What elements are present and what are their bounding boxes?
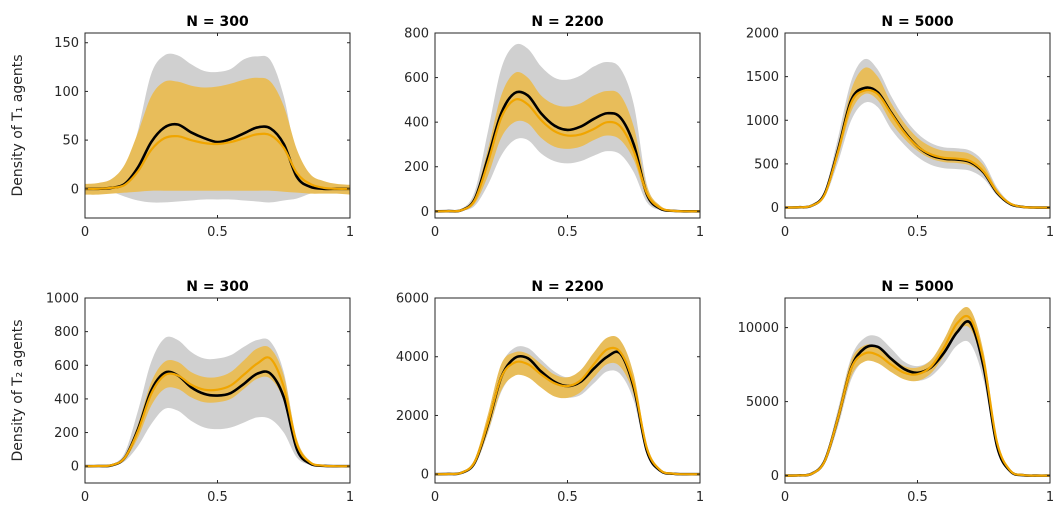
- model-band: [85, 77, 350, 195]
- x-tick-label: 1: [1046, 225, 1054, 240]
- x-tick-label: 0: [431, 490, 439, 505]
- x-tick-label: 1: [346, 490, 354, 505]
- y-tick-label: 800: [54, 325, 79, 340]
- x-tick-label: 0.5: [207, 225, 228, 240]
- y-tick-label: 50: [62, 134, 79, 149]
- y-tick-label: 500: [754, 157, 779, 172]
- simulation-mean-line: [85, 122, 350, 191]
- y-tick-label: 2000: [396, 409, 429, 424]
- x-tick-label: 1: [346, 225, 354, 240]
- model-band: [785, 307, 1050, 476]
- model-mean-line: [85, 132, 350, 190]
- y-tick-label: 600: [404, 71, 429, 86]
- x-tick-label: 0: [81, 490, 89, 505]
- subplot-title: N = 300: [186, 279, 249, 295]
- simulation-mean-line: [435, 350, 700, 476]
- y-tick-label: 100: [54, 85, 79, 100]
- simulation-band: [785, 58, 1050, 208]
- y-axis-label: Density of T₁ agents: [10, 55, 26, 197]
- x-tick-label: 0.5: [557, 490, 578, 505]
- x-tick-label: 0.5: [907, 490, 928, 505]
- y-tick-label: 1000: [746, 114, 779, 129]
- x-tick-label: 0: [81, 225, 89, 240]
- model-mean-line: [785, 88, 1050, 209]
- subplot-r2-c1: 0 0.5 1 0 200 400 600 800 1000 N = 300 Density of …: [10, 279, 354, 505]
- subplot-r1-c2: 0 0.5 1 0 200 400 600 800 N = 2200: [404, 14, 704, 240]
- model-mean-line: [435, 98, 700, 213]
- y-tick-label: 400: [54, 392, 79, 407]
- model-band: [435, 72, 700, 212]
- y-tick-label: 1500: [746, 70, 779, 85]
- x-tick-label: 1: [696, 225, 704, 240]
- model-mean-line: [435, 346, 700, 476]
- model-mean-line: [785, 314, 1050, 477]
- y-tick-label: 150: [54, 36, 79, 51]
- plot-area: [85, 336, 350, 468]
- y-tick-label: 1000: [46, 292, 79, 307]
- model-band: [85, 345, 350, 467]
- subplot-title: N = 5000: [881, 14, 953, 30]
- axes-frame: [784, 297, 1051, 484]
- x-tick-label: 1: [696, 490, 704, 505]
- x-tick-label: 1: [1046, 490, 1054, 505]
- y-tick-label: 200: [404, 160, 429, 175]
- x-tick-label: 0: [431, 225, 439, 240]
- y-tick-label: 800: [404, 27, 429, 42]
- subplot-r2-c3: 0 0.5 1 0 5000 10000 N = 5000: [738, 279, 1054, 505]
- y-tick-label: 0: [771, 469, 779, 484]
- y-tick-label: 0: [421, 468, 429, 483]
- plot-area: [85, 53, 350, 203]
- subplot-title: N = 2200: [531, 279, 603, 295]
- x-tick-label: 0: [781, 490, 789, 505]
- x-tick-label: 0.5: [207, 490, 228, 505]
- y-tick-label: 0: [71, 182, 79, 197]
- subplot-title: N = 5000: [881, 279, 953, 295]
- subplot-r1-c3: 0 0.5 1 0 500 1000 1500 2000 N = 5000: [746, 14, 1054, 240]
- y-tick-label: 10000: [738, 321, 779, 336]
- y-axis-label: Density of T₂ agents: [10, 320, 26, 462]
- y-tick-label: 5000: [746, 395, 779, 410]
- x-tick-label: 0: [781, 225, 789, 240]
- subplot-r1-c1: 0 0.5 1 0 50 100 150 N = 300 Density of T₁ agent…: [10, 14, 354, 240]
- simulation-band: [785, 315, 1050, 476]
- x-tick-label: 0.5: [907, 225, 928, 240]
- y-tick-label: 200: [54, 426, 79, 441]
- subplot-title: N = 300: [186, 14, 249, 30]
- y-tick-label: 600: [54, 359, 79, 374]
- y-tick-label: 0: [421, 205, 429, 220]
- x-tick-label: 0.5: [557, 225, 578, 240]
- model-band: [435, 336, 700, 475]
- plot-area: [785, 58, 1050, 209]
- simulation-band: [435, 343, 700, 475]
- y-tick-label: 2000: [746, 27, 779, 42]
- plot-area: [435, 336, 700, 476]
- subplot-r2-c2: 0 0.5 1 0 2000 4000 6000 N = 2200: [396, 279, 704, 505]
- subplot-title: N = 2200: [531, 14, 603, 30]
- plot-area: [785, 307, 1050, 477]
- y-tick-label: 4000: [396, 350, 429, 365]
- simulation-mean-line: [785, 320, 1050, 477]
- plot-area: [435, 43, 700, 213]
- model-mean-line: [85, 356, 350, 468]
- y-tick-label: 400: [404, 116, 429, 131]
- y-tick-label: 0: [771, 201, 779, 216]
- y-tick-label: 0: [71, 460, 79, 475]
- y-tick-label: 6000: [396, 292, 429, 307]
